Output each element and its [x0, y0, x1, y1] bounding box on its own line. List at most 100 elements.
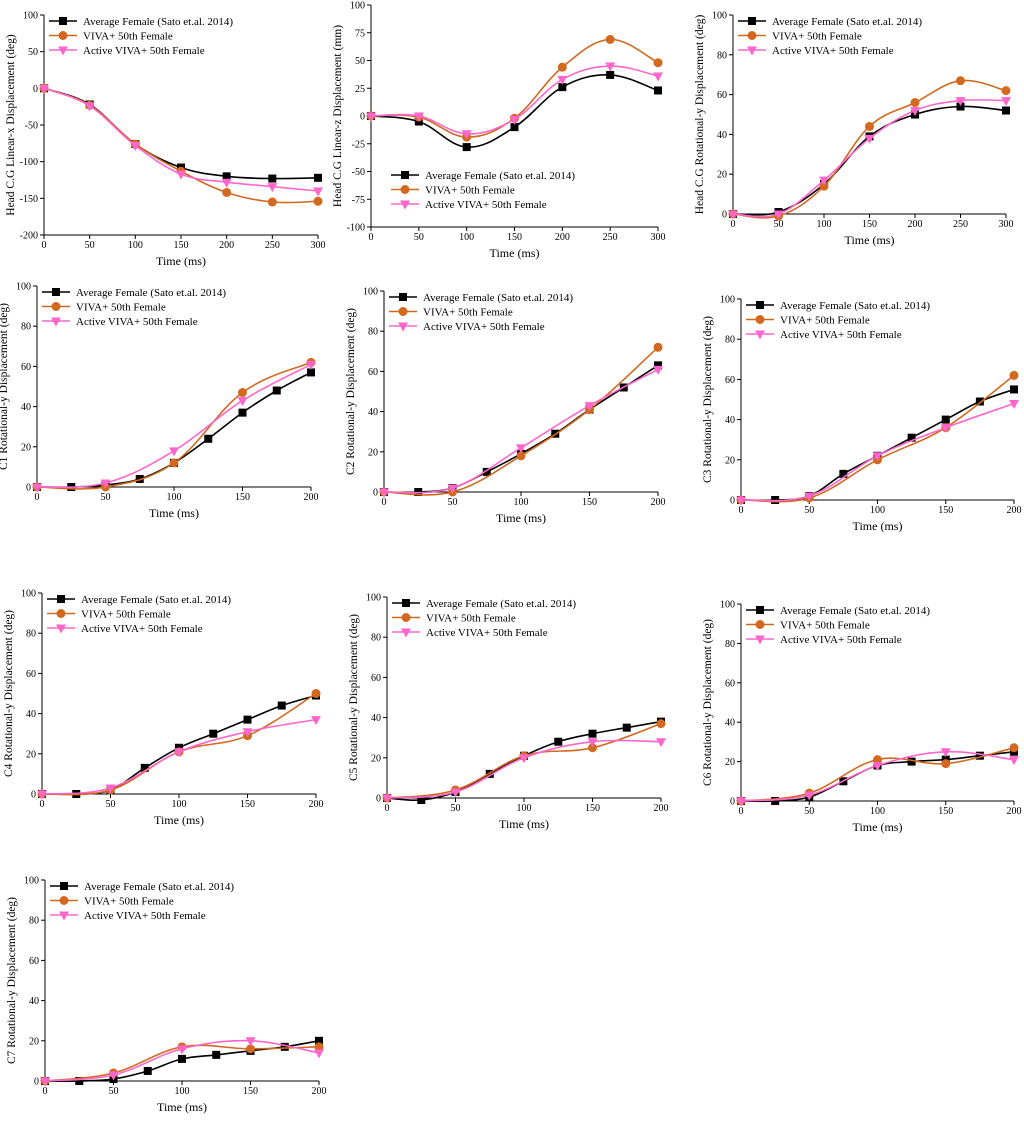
legend-label-active: Active VIVA+ 50th Female: [426, 627, 548, 639]
legend: Average Female (Sato et.al. 2014) VIVA+ 5…: [746, 605, 930, 646]
data-point-viva: [873, 755, 882, 765]
series-active: [728, 97, 1011, 220]
series-active: [382, 738, 666, 804]
x-tick-label: 50: [101, 492, 111, 503]
legend-marker-viva: [755, 620, 765, 629]
y-tick-label: 80: [26, 629, 36, 640]
legend-label-viva: VIVA+ 50th Female: [772, 31, 862, 43]
data-point-average: [482, 467, 491, 476]
data-point-active: [940, 424, 951, 434]
data-point-average: [143, 1066, 152, 1075]
y-tick-label: 40: [725, 415, 735, 426]
y-tick-label: 80: [371, 633, 381, 644]
data-point-average: [238, 408, 247, 417]
data-point-average: [222, 172, 231, 181]
x-tick-label: 150: [507, 232, 522, 243]
series-active: [37, 716, 321, 800]
series-line-viva: [36, 361, 312, 490]
legend-marker-active: [58, 46, 68, 56]
y-axis-label: Head C.G Rotational-y Displacement (deg): [694, 15, 706, 215]
y-tick-label: 0: [26, 483, 31, 494]
y-tick-label: 80: [725, 335, 735, 346]
legend-label-viva: VIVA+ 50th Female: [83, 31, 173, 43]
series-viva: [728, 76, 1011, 221]
data-point-average: [907, 433, 916, 442]
data-point-average: [417, 796, 426, 805]
y-axis-label: C3 Rotational-y Displacement (deg): [702, 316, 714, 483]
legend-label-viva: VIVA+ 50th Female: [780, 315, 870, 327]
series-line-average: [740, 388, 1015, 502]
x-tick-label: 50: [774, 219, 784, 230]
data-point-active: [509, 115, 520, 125]
y-axis-label: C4 Rotational-y Displacement (deg): [3, 610, 15, 777]
x-tick-label: 0: [35, 492, 40, 503]
x-tick-label: 50: [451, 803, 461, 814]
x-tick-label: 50: [414, 232, 424, 243]
series-active: [39, 84, 323, 197]
data-point-active: [653, 72, 663, 82]
legend-marker-average: [756, 301, 764, 309]
x-tick-label: 50: [106, 799, 116, 810]
chart-c4: 0 50 100 150 200 0 20 40 60 80 100 Time (ms) C4 Rota…: [3, 589, 324, 828]
data-point-active: [819, 176, 829, 186]
data-point-active: [1009, 756, 1019, 766]
legend-marker-active: [400, 200, 410, 210]
x-tick-label: 0: [40, 799, 45, 810]
legend-marker-active: [51, 317, 61, 327]
y-tick-label: 50: [28, 47, 38, 58]
x-tick-label: 100: [459, 232, 474, 243]
data-point-active: [221, 178, 232, 188]
x-tick-label: 200: [312, 1086, 327, 1097]
x-tick-label: 100: [172, 799, 187, 810]
data-point-active: [267, 183, 278, 193]
legend-marker-viva: [56, 609, 66, 618]
series-line-active: [732, 99, 1007, 218]
x-tick-label: 250: [603, 232, 618, 243]
x-tick-label: 100: [514, 497, 529, 508]
x-tick-label: 250: [265, 240, 280, 251]
data-point-active: [872, 452, 883, 462]
y-tick-label: 100: [366, 593, 381, 604]
y-tick-label: 100: [350, 1, 365, 12]
legend-label-average: Average Female (Sato et.al. 2014): [76, 287, 226, 299]
y-tick-label: 25: [355, 84, 365, 95]
y-axis-label: C2 Rotational-y Displacement (deg): [345, 308, 357, 475]
x-tick-label: 300: [311, 240, 326, 251]
data-point-active: [177, 1045, 187, 1055]
series-average: [367, 70, 662, 152]
y-tick-label: 60: [725, 375, 735, 386]
legend-marker-viva: [51, 302, 61, 311]
legend: Average Female (Sato et.al. 2014) VIVA+ 5…: [392, 598, 576, 639]
y-tick-label: 50: [355, 56, 365, 67]
data-point-average: [209, 729, 218, 738]
x-tick-label: 0: [739, 806, 744, 817]
y-tick-label: 0: [376, 794, 381, 805]
data-point-active: [379, 488, 389, 498]
data-point-active: [245, 1037, 256, 1047]
data-point-active: [728, 210, 738, 220]
y-tick-label: 0: [722, 210, 727, 221]
data-point-viva: [656, 719, 666, 729]
data-point-active: [1001, 97, 1011, 107]
x-axis-label: Time (ms): [845, 233, 895, 247]
data-point-average: [307, 368, 315, 377]
legend-label-average: Average Female (Sato et.al. 2014): [425, 170, 575, 182]
y-tick-label: 60: [29, 956, 39, 967]
data-point-active: [557, 75, 568, 85]
y-tick-label: 20: [26, 749, 36, 760]
data-point-active: [174, 748, 184, 758]
data-point-viva: [516, 451, 526, 461]
data-point-average: [280, 1042, 289, 1051]
x-tick-label: 0: [43, 1086, 48, 1097]
legend-label-viva: VIVA+ 50th Female: [84, 896, 174, 908]
y-axis-label: C7 Rotational-y Displacement (deg): [6, 897, 18, 1064]
data-point-active: [105, 784, 116, 794]
y-tick-label: 20: [725, 455, 735, 466]
data-point-active: [587, 738, 598, 748]
y-tick-label: 0: [34, 1077, 39, 1088]
chart-c2: 0 50 100 150 200 0 20 40 60 80 100 Time (ms) C2 Rota…: [345, 287, 666, 526]
series-active: [32, 360, 316, 493]
x-axis-label: Time (ms): [853, 820, 903, 834]
data-point-active: [864, 134, 875, 144]
data-point-viva: [588, 743, 597, 753]
